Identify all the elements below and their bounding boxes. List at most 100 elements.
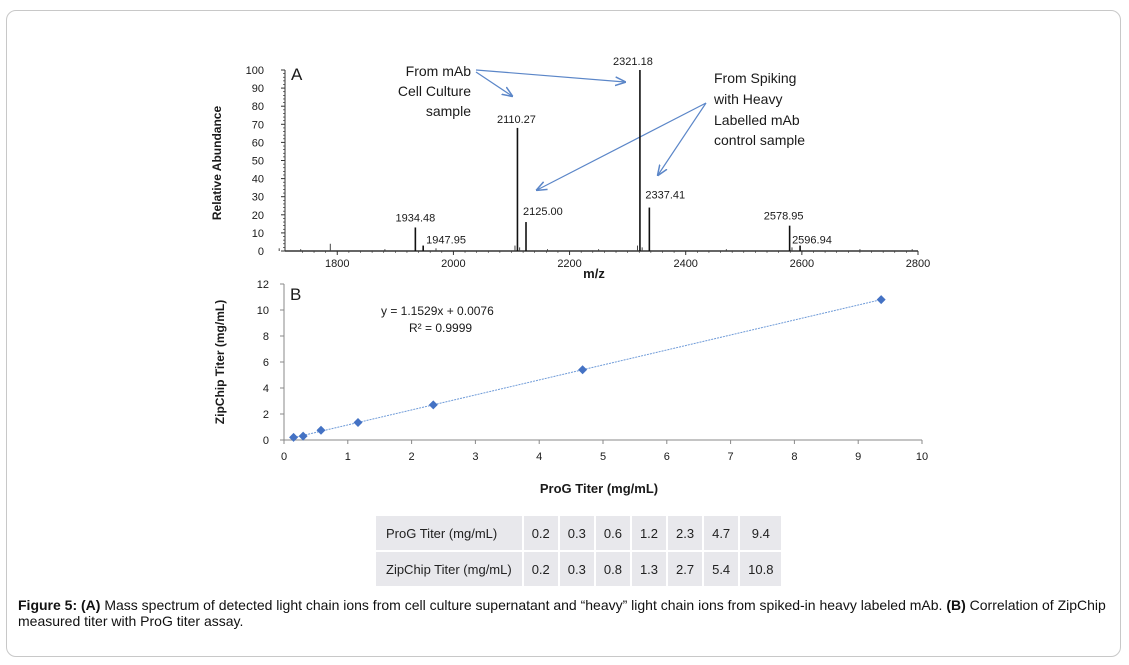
annotation-cell-culture: From mAb Cell Culture sample xyxy=(398,63,471,119)
trendline xyxy=(293,299,882,439)
peak-label: 2125.00 xyxy=(523,206,563,218)
caption-b-tag: (B) xyxy=(946,597,966,613)
table-cell: 1.2 xyxy=(629,514,669,552)
peak-label: 2321.18 xyxy=(613,56,653,68)
spectrum-y-tick-label: 70 xyxy=(252,119,264,131)
table-cell: 0.2 xyxy=(521,550,560,588)
peak-label: 2110.27 xyxy=(497,114,536,126)
scatter-x-tick-label: 0 xyxy=(281,451,287,463)
scatter-trendline xyxy=(293,299,882,439)
caption-b-text: Correlation of ZipChip measured titer wi… xyxy=(18,597,1106,629)
peak-label: 1934.48 xyxy=(395,212,435,224)
annotation-arrow xyxy=(537,102,707,190)
table-row: ProG Titer (mg/mL) 0.2 0.3 0.6 1.2 2.3 4… xyxy=(374,514,784,552)
annotation-arrow xyxy=(475,71,512,96)
scatter-y-tick-label: 4 xyxy=(263,383,269,395)
scatter-point xyxy=(876,295,886,305)
scatter-x-axis-label: ProG Titer (mg/mL) xyxy=(540,481,658,496)
scatter-x-tick-label: 2 xyxy=(409,451,415,463)
scatter-x-tick-label: 7 xyxy=(728,451,734,463)
annotation-arrow xyxy=(475,69,625,82)
scatter-point xyxy=(353,417,363,427)
scatter-y-tick-label: 10 xyxy=(257,305,269,317)
peak-label: 2578.95 xyxy=(764,211,804,223)
spectrum-x-tick-label: 2200 xyxy=(557,258,581,270)
scatter-point xyxy=(289,432,299,442)
caption-a-tag: (A) xyxy=(81,597,101,613)
table-row: ZipChip Titer (mg/mL) 0.2 0.3 0.8 1.3 2.… xyxy=(374,550,784,588)
spectrum-y-tick-label: 30 xyxy=(252,192,264,204)
scatter-point xyxy=(578,365,588,375)
table-cell: 0.2 xyxy=(521,514,560,552)
table-row-header: ProG Titer (mg/mL) xyxy=(374,514,524,552)
table-cell: 0.3 xyxy=(557,514,596,552)
spectrum-y-tick-label: 90 xyxy=(252,83,264,95)
scatter-y-tick-label: 0 xyxy=(263,435,269,447)
spectrum-x-tick-label: 2400 xyxy=(673,258,697,270)
scatter-x-tick-label: 1 xyxy=(345,451,351,463)
table-cell: 2.7 xyxy=(666,550,705,588)
table-cell: 4.7 xyxy=(702,514,741,552)
peak-label: 1947.95 xyxy=(426,235,466,247)
scatter-y-axis-label: ZipChip Titer (mg/mL) xyxy=(213,300,227,424)
scatter-y-tick-label: 2 xyxy=(263,409,269,421)
scatter-x-tick-label: 3 xyxy=(472,451,478,463)
titer-table: ProG Titer (mg/mL) 0.2 0.3 0.6 1.2 2.3 4… xyxy=(374,514,784,588)
annotation-line: From Spiking xyxy=(714,70,796,86)
annotation-arrows xyxy=(475,69,707,190)
annotation-line: Cell Culture xyxy=(398,83,471,99)
annotation-line: From mAb xyxy=(406,63,472,79)
spectrum-y-axis-label: Relative Abundance xyxy=(210,106,224,221)
panel-a-label: A xyxy=(291,65,303,84)
table-cell: 2.3 xyxy=(666,514,705,552)
scatter-y-tick-label: 12 xyxy=(257,279,269,291)
scatter-x-tick-label: 5 xyxy=(600,451,606,463)
spectrum-y-tick-label: 0 xyxy=(258,246,264,258)
scatter-point xyxy=(298,431,308,441)
scatter-x-tick-label: 4 xyxy=(536,451,542,463)
scatter-x-tick-label: 9 xyxy=(855,451,861,463)
annotation-arrow xyxy=(658,102,707,175)
peak-label: 2596.94 xyxy=(792,235,832,247)
scatter-points xyxy=(289,295,886,442)
table-row-header: ZipChip Titer (mg/mL) xyxy=(374,550,524,588)
scatter-x-tick-label: 6 xyxy=(664,451,670,463)
spectrum-x-axis-label: m/z xyxy=(583,266,605,281)
table-cell: 10.8 xyxy=(738,550,784,588)
spectrum-y-tick-label: 80 xyxy=(252,101,264,113)
spectrum-x-tick-label: 2800 xyxy=(906,258,930,270)
annotation-line: control sample xyxy=(714,132,805,148)
annotation-line: Labelled mAb xyxy=(714,112,800,128)
spectrum-axes: 0 10 20 30 40 50 60 70 80 90 100 1800 2000 2200 2400 26… xyxy=(246,65,931,270)
scatter-y-tick-label: 6 xyxy=(263,357,269,369)
annotation-line: with Heavy xyxy=(713,91,782,107)
spectrum-y-tick-label: 40 xyxy=(252,174,264,186)
trendline-equation: y = 1.1529x + 0.0076 xyxy=(381,304,494,318)
spectrum-x-tick-label: 2000 xyxy=(441,258,465,270)
spectrum-y-tick-label: 50 xyxy=(252,156,264,168)
scatter-y-tick-label: 8 xyxy=(263,331,269,343)
table-cell: 9.4 xyxy=(738,514,784,552)
scatter-x-tick-label: 8 xyxy=(791,451,797,463)
caption-label: Figure 5: xyxy=(18,597,78,613)
table-cell: 0.3 xyxy=(557,550,596,588)
table-cell: 0.8 xyxy=(593,550,632,588)
spectrum-y-tick-label: 100 xyxy=(246,65,264,77)
spectrum-y-tick-label: 10 xyxy=(252,228,264,240)
figure-caption: Figure 5: (A) Mass spectrum of detected … xyxy=(18,597,1113,629)
scatter-x-tick-label: 10 xyxy=(916,451,928,463)
caption-a-text: Mass spectrum of detected light chain io… xyxy=(104,597,943,613)
spectrum-y-tick-label: 60 xyxy=(252,137,264,149)
peak-label: 2337.41 xyxy=(645,190,685,202)
scatter-point xyxy=(316,425,326,435)
r-squared-label: R² = 0.9999 xyxy=(409,321,472,335)
annotation-heavy-spike: From Spiking with Heavy Labelled mAb con… xyxy=(713,70,805,148)
spectrum-x-tick-label: 2600 xyxy=(790,258,814,270)
spectrum-x-tick-label: 1800 xyxy=(325,258,349,270)
scatter-point xyxy=(428,400,438,410)
spectrum-peaks: 1934.48 1947.95 2110.27 2125.00 2321.18 2337.… xyxy=(278,56,913,251)
panel-b-label: B xyxy=(290,285,301,304)
annotation-line: sample xyxy=(426,103,471,119)
